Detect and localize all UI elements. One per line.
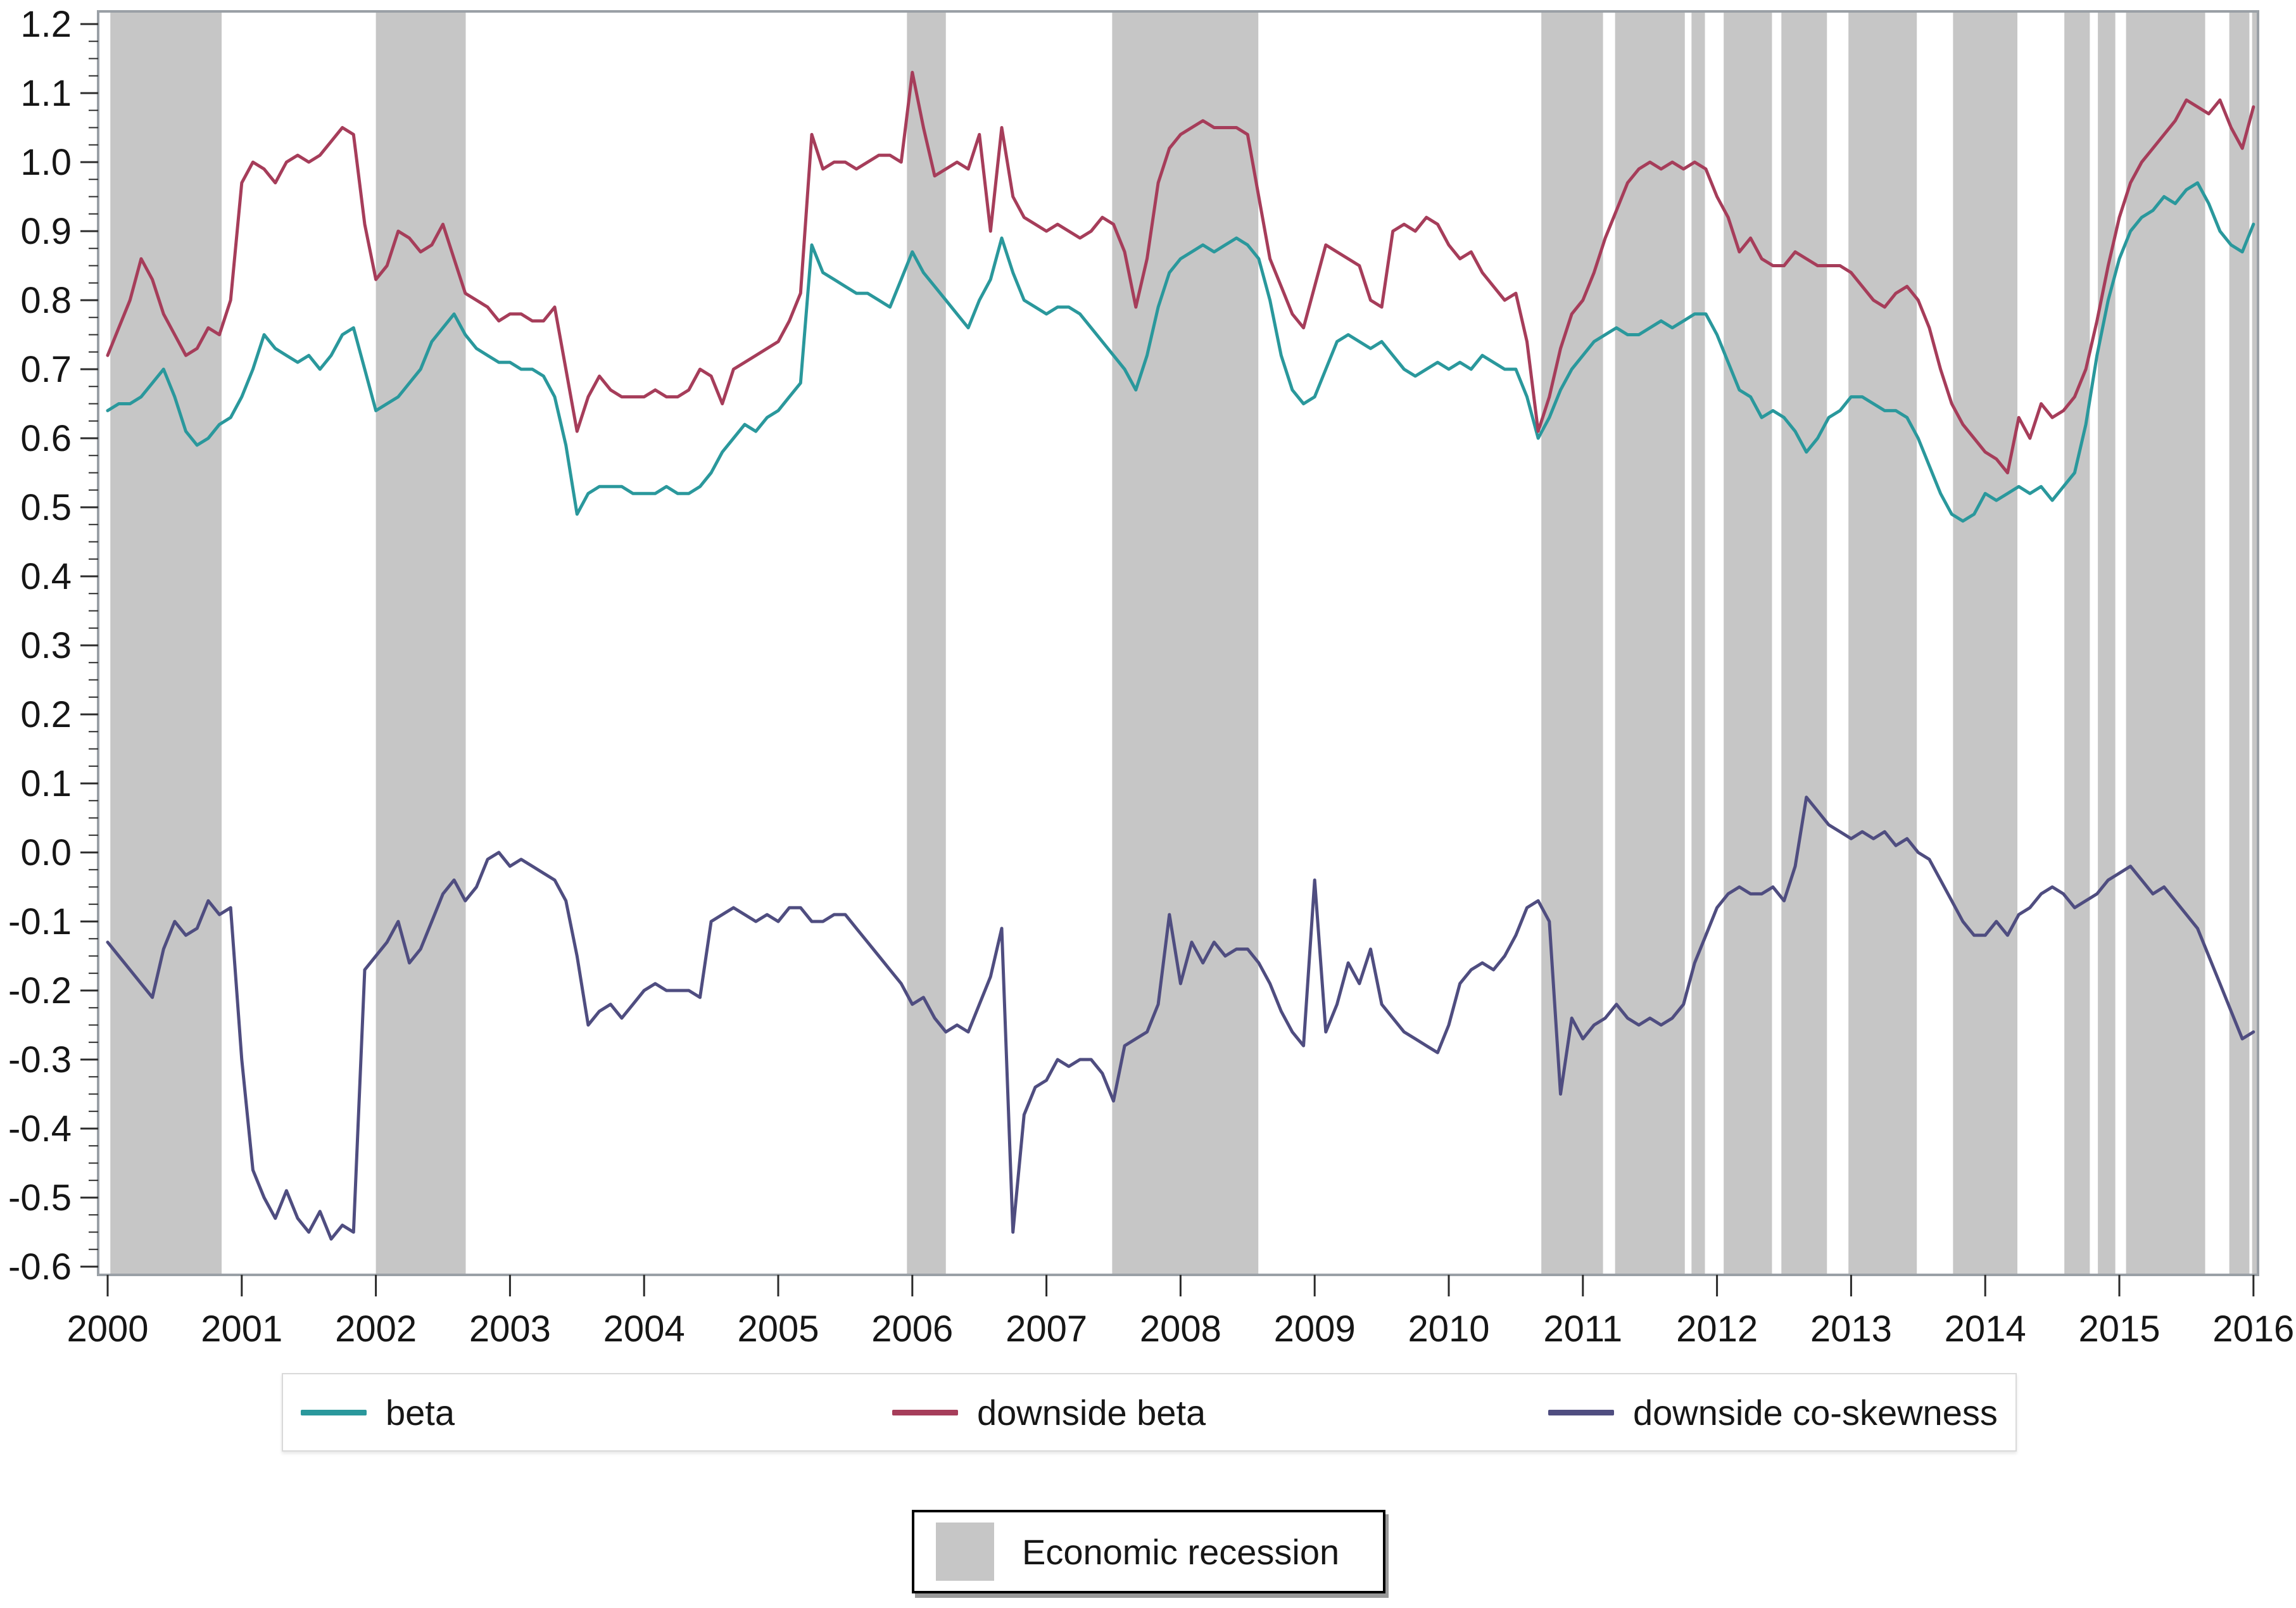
series-legend: beta downside beta downside co-skewness [282, 1373, 2017, 1452]
svg-text:0.0: 0.0 [20, 832, 72, 873]
svg-text:0.7: 0.7 [20, 349, 72, 390]
downside-beta-line [106, 70, 2255, 474]
svg-text:0.4: 0.4 [20, 556, 72, 597]
downside-beta-legend-label: downside beta [977, 1392, 1206, 1433]
svg-text:1.2: 1.2 [20, 4, 72, 45]
beta-line-swatch [301, 1409, 367, 1415]
x-axis: 2000 2001 2002 2003 2004 2005 2006 2007 2008 2009… [66, 1275, 2294, 1350]
svg-text:-0.3: -0.3 [8, 1039, 72, 1080]
svg-text:0.1: 0.1 [20, 763, 72, 804]
recession-swatch [936, 1523, 994, 1581]
svg-text:-0.4: -0.4 [8, 1108, 72, 1149]
svg-text:2015: 2015 [2078, 1308, 2160, 1350]
svg-text:2008: 2008 [1140, 1308, 1221, 1350]
legend-item-beta: beta [301, 1374, 455, 1450]
svg-text:2012: 2012 [1676, 1308, 1758, 1350]
svg-text:2014: 2014 [1945, 1308, 2026, 1350]
svg-text:2013: 2013 [1810, 1308, 1892, 1350]
recession-bands [110, 13, 2257, 1274]
svg-text:0.9: 0.9 [20, 211, 72, 252]
svg-text:0.5: 0.5 [20, 487, 72, 528]
svg-text:-0.5: -0.5 [8, 1177, 72, 1219]
downside-co-skewness-line [106, 795, 2255, 1241]
svg-text:0.2: 0.2 [20, 694, 72, 735]
plot-frame [97, 10, 2259, 1276]
svg-text:0.3: 0.3 [20, 625, 72, 666]
svg-text:1.1: 1.1 [20, 73, 72, 114]
svg-text:2001: 2001 [201, 1308, 282, 1350]
svg-text:2011: 2011 [1543, 1308, 1622, 1350]
beta-line [106, 181, 2255, 523]
svg-text:2003: 2003 [469, 1308, 551, 1350]
recession-legend: Economic recession [912, 1510, 1385, 1593]
svg-text:2010: 2010 [1408, 1308, 1489, 1350]
svg-text:2002: 2002 [335, 1308, 417, 1350]
svg-text:1.0: 1.0 [20, 142, 72, 183]
svg-text:2000: 2000 [66, 1308, 148, 1350]
svg-text:0.8: 0.8 [20, 280, 72, 321]
svg-text:2016: 2016 [2212, 1308, 2294, 1350]
svg-text:2007: 2007 [1006, 1308, 1087, 1350]
downside-co-skewness-line-swatch [1548, 1409, 1614, 1415]
svg-text:-0.2: -0.2 [8, 970, 72, 1011]
recession-legend-label: Economic recession [1022, 1531, 1340, 1572]
beta-legend-label: beta [386, 1392, 455, 1433]
legend-item-downside-beta: downside beta [892, 1374, 1206, 1450]
legend-item-downside-co-skewness: downside co-skewness [1548, 1374, 1998, 1450]
svg-text:-0.6: -0.6 [8, 1246, 72, 1288]
svg-text:2009: 2009 [1274, 1308, 1356, 1350]
svg-text:2004: 2004 [603, 1308, 685, 1350]
svg-text:2005: 2005 [737, 1308, 819, 1350]
svg-text:-0.1: -0.1 [8, 901, 72, 942]
y-axis: -0.6 -0.5 -0.4 -0.3 -0.2 -0.1 0.0 0.1 0.2 0.3 0.4 0… [8, 4, 98, 1288]
svg-text:2006: 2006 [871, 1308, 953, 1350]
downside-co-skewness-legend-label: downside co-skewness [1633, 1392, 1998, 1433]
svg-text:0.6: 0.6 [20, 418, 72, 459]
downside-beta-line-swatch [892, 1409, 958, 1415]
